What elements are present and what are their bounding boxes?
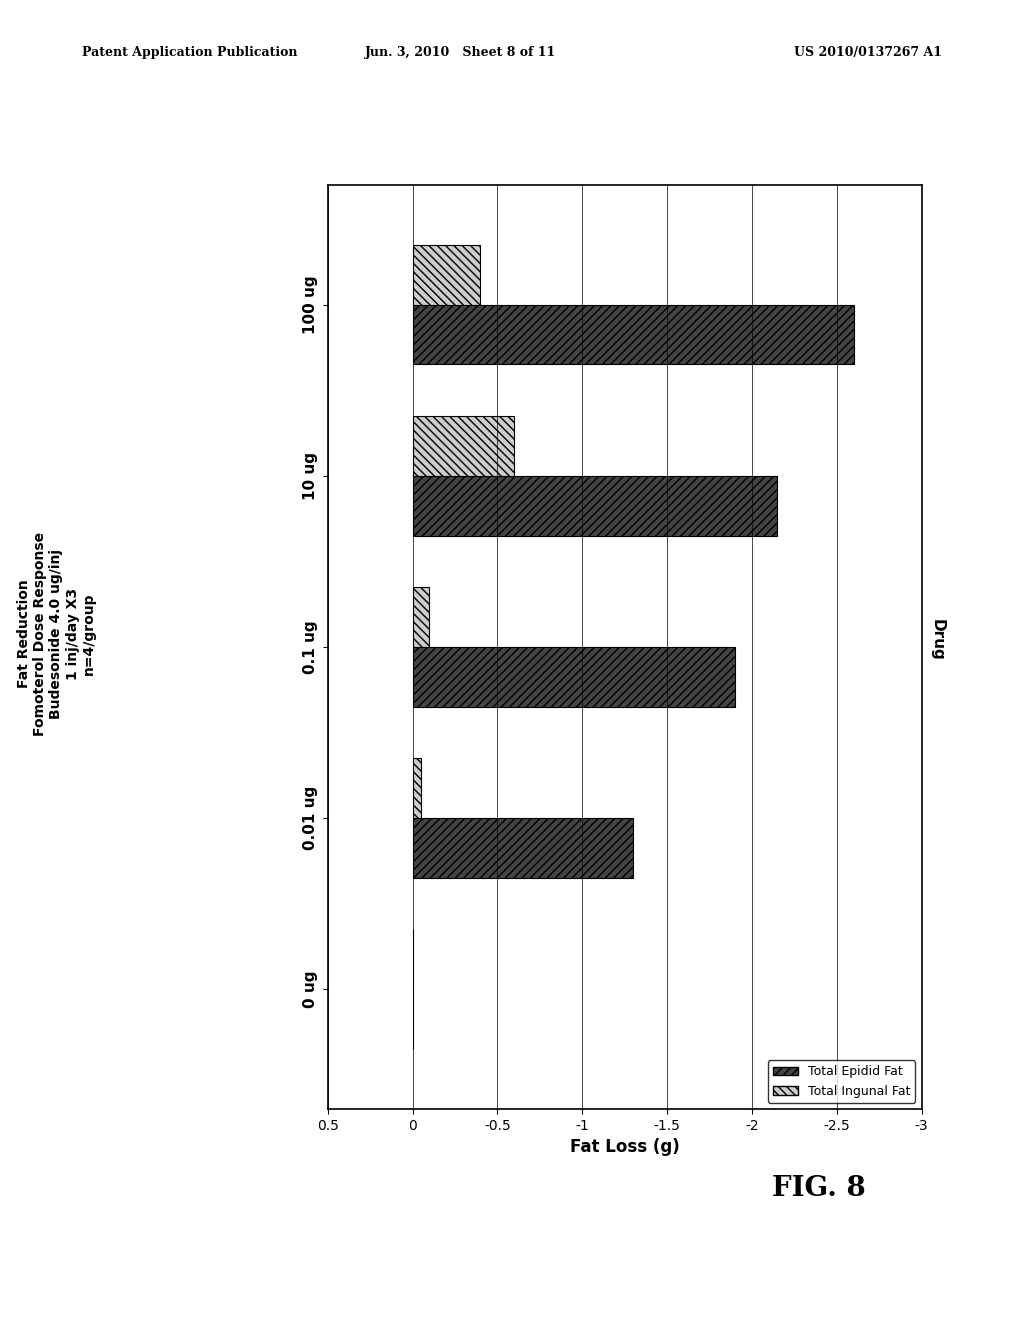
Bar [413,818,633,878]
Text: US 2010/0137267 A1: US 2010/0137267 A1 [794,46,942,59]
Text: Drug: Drug [930,619,944,661]
Bar [413,416,514,475]
Text: Patent Application Publication: Patent Application Publication [82,46,297,59]
X-axis label: Fat Loss (g): Fat Loss (g) [569,1138,680,1156]
Legend: Total Epidid Fat, Total Ingunal Fat: Total Epidid Fat, Total Ingunal Fat [768,1060,915,1102]
Bar [413,305,854,364]
Bar [413,587,429,647]
Text: Jun. 3, 2010   Sheet 8 of 11: Jun. 3, 2010 Sheet 8 of 11 [366,46,556,59]
Bar [413,475,777,536]
Bar [413,244,480,305]
Text: FIG. 8: FIG. 8 [772,1175,866,1201]
Bar [413,758,421,818]
Bar [413,647,735,706]
Text: Fat Reduction
Fomoterol Dose Response
Budesonide 4.0 ug/inj
1 inj/day X3
n=4/gro: Fat Reduction Fomoterol Dose Response Bu… [17,532,95,735]
